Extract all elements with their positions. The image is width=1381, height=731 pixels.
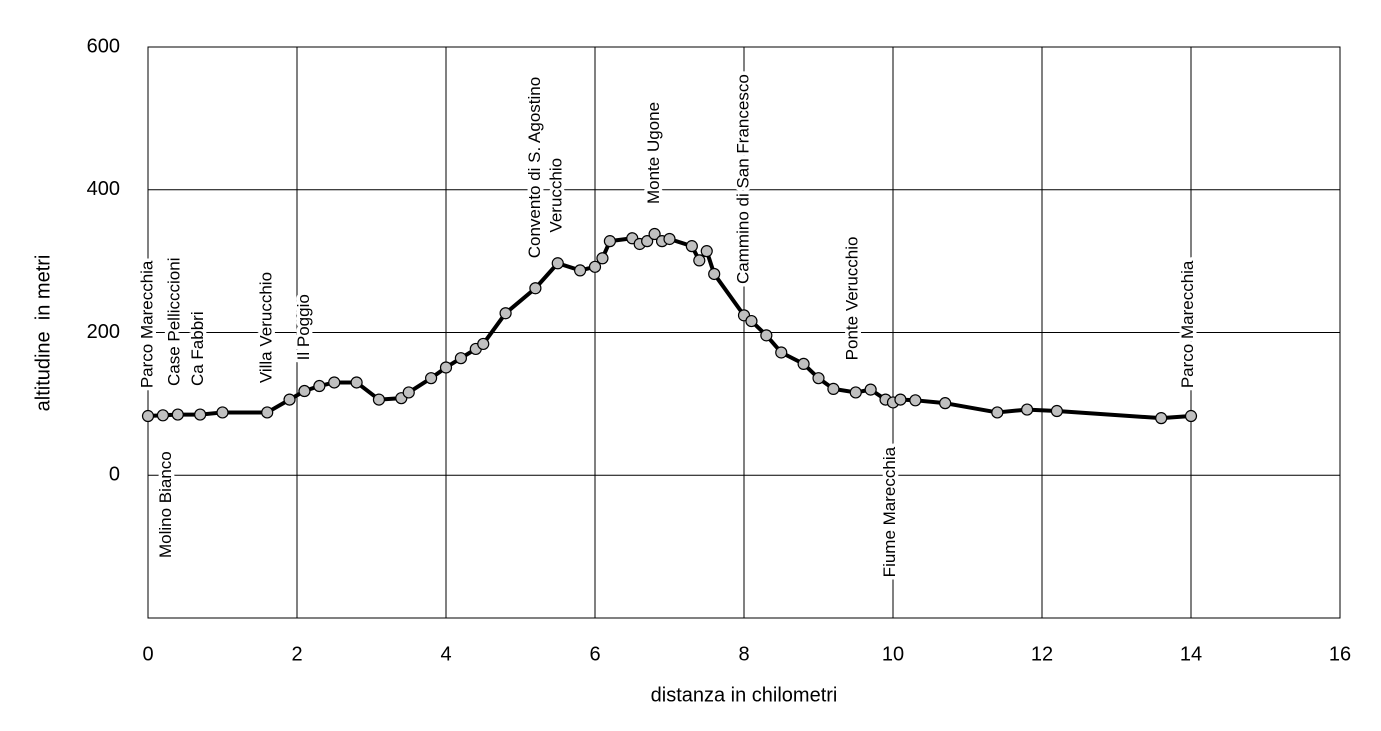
marker	[350, 376, 363, 389]
marker	[849, 386, 862, 399]
marker	[439, 361, 453, 374]
annotation: Monte Ugone	[644, 102, 663, 204]
annotation: Cammino di San Francesco	[733, 74, 752, 284]
y-axis-title: altitudine in metri	[32, 255, 54, 412]
marker	[1155, 412, 1168, 425]
marker	[991, 406, 1004, 419]
marker	[283, 393, 296, 406]
marker	[708, 267, 721, 281]
marker	[402, 386, 415, 399]
marker	[425, 372, 438, 385]
marker	[1050, 404, 1064, 418]
marker	[641, 235, 654, 248]
marker	[261, 406, 274, 419]
annotation: Parco Marecchia	[137, 260, 156, 388]
marker	[313, 379, 326, 393]
annotation: Molino Bianco	[156, 451, 175, 558]
marker	[864, 383, 877, 396]
marker	[551, 257, 564, 270]
marker	[812, 372, 825, 385]
marker	[298, 384, 311, 398]
marker	[141, 409, 155, 423]
x-tick-label: 12	[1031, 643, 1053, 665]
marker	[1184, 409, 1198, 423]
x-tick-label: 6	[589, 643, 600, 665]
marker	[894, 393, 907, 406]
annotation: Il Poggio	[294, 294, 313, 360]
marker	[603, 235, 617, 248]
x-tick-label: 14	[1180, 643, 1202, 665]
marker	[939, 397, 952, 410]
x-tick-label: 10	[882, 643, 904, 665]
marker	[529, 282, 542, 295]
marker	[797, 357, 810, 371]
marker	[663, 232, 676, 246]
annotation: Verucchio	[546, 158, 565, 233]
x-tick-label: 0	[142, 643, 153, 665]
marker	[328, 376, 341, 389]
marker	[477, 337, 490, 351]
annotation: Ca Fabbri	[188, 311, 207, 386]
x-tick-label: 2	[291, 643, 302, 665]
marker	[588, 260, 602, 273]
annotation: Ponte Verucchio	[842, 237, 861, 361]
marker	[685, 240, 698, 253]
marker	[171, 408, 184, 421]
marker	[499, 307, 512, 320]
marker	[700, 245, 713, 258]
x-tick-label: 16	[1329, 643, 1351, 665]
marker	[827, 382, 840, 395]
x-tick-label: 8	[738, 643, 749, 665]
annotation: Convento di S. Agostino	[525, 77, 544, 258]
marker	[194, 408, 207, 421]
y-tick-label: 600	[87, 35, 120, 57]
annotation: Parco Marecchia	[1178, 260, 1197, 388]
annotation: Fiume Marecchia	[880, 446, 899, 577]
y-tick-label: 0	[109, 464, 120, 486]
marker	[648, 227, 661, 241]
marker	[775, 346, 788, 359]
marker	[372, 393, 386, 406]
y-tick-label: 400	[87, 178, 120, 200]
y-tick-label: 200	[87, 321, 120, 343]
marker	[693, 254, 706, 267]
x-tick-label: 4	[440, 643, 451, 665]
marker	[454, 352, 467, 365]
marker	[216, 406, 229, 419]
x-axis-title: distanza in chilometri	[651, 684, 838, 706]
marker	[596, 252, 609, 265]
marker	[573, 264, 587, 277]
marker	[760, 329, 773, 342]
marker	[745, 314, 758, 328]
marker	[909, 394, 922, 407]
annotation: Villa Verucchio	[257, 272, 276, 383]
marker	[1020, 403, 1034, 416]
marker	[156, 409, 169, 422]
annotation: Case Pellicccioni	[164, 258, 183, 387]
